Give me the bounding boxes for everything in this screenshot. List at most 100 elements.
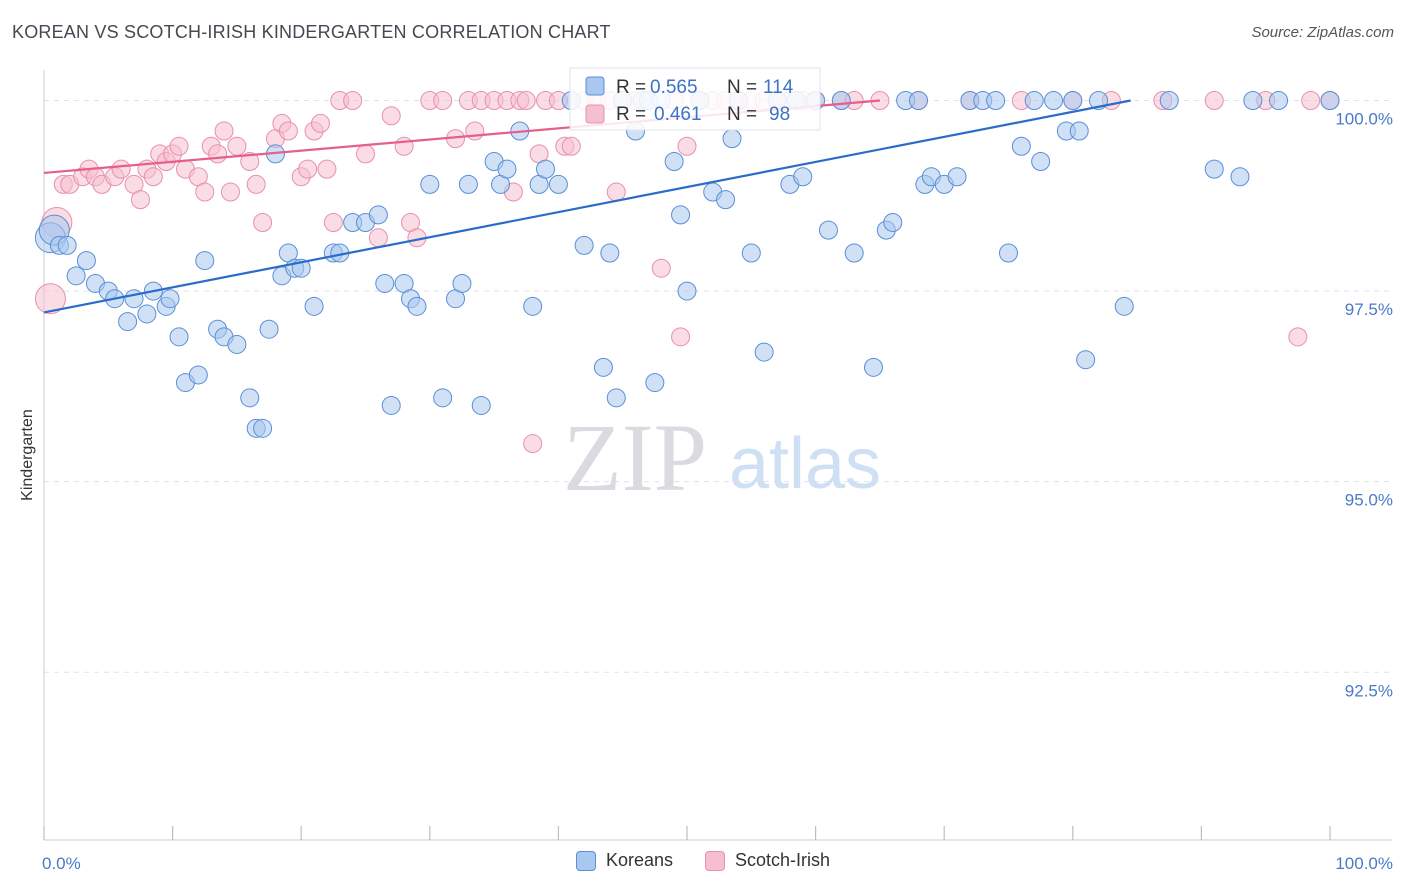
scotch-n-label: N = xyxy=(727,104,757,125)
scotch-irish-points xyxy=(34,90,1340,454)
scotch-irish-point xyxy=(317,159,337,179)
korean-point xyxy=(57,235,77,255)
koreans-r-value: 0.565 xyxy=(650,77,698,98)
korean-point xyxy=(754,342,774,362)
scotch-irish-point xyxy=(465,121,485,141)
koreans-stat-swatch xyxy=(585,76,605,96)
scotch-irish-point xyxy=(298,159,318,179)
korean-point xyxy=(1044,90,1064,110)
korean-point xyxy=(471,395,491,415)
korean-point xyxy=(574,235,594,255)
legend-item-koreans[interactable]: Koreans xyxy=(575,850,673,871)
x-tick-label-max: 100.0% xyxy=(1335,854,1393,873)
korean-point xyxy=(722,129,742,149)
scotch-irish-point xyxy=(1204,90,1224,110)
legend-swatch-koreans xyxy=(575,850,596,871)
scotch-irish-point xyxy=(310,113,330,133)
korean-point xyxy=(1024,90,1044,110)
korean-point xyxy=(1269,90,1289,110)
korean-point xyxy=(188,365,208,385)
korean-point xyxy=(523,296,543,316)
legend-swatch-scotch-irish xyxy=(705,850,725,871)
legend-label-scotch-irish: Scotch-Irish xyxy=(735,850,831,870)
scotch-irish-point xyxy=(433,90,453,110)
korean-point xyxy=(831,90,851,110)
scotch-irish-point xyxy=(368,228,388,248)
scotch-r-label: R = xyxy=(616,104,646,125)
koreans-r-label: R = xyxy=(616,77,646,98)
korean-point xyxy=(1230,167,1250,187)
scotch-irish-point xyxy=(195,182,215,202)
scotch-r-value: 0.461 xyxy=(654,104,702,125)
korean-point xyxy=(908,90,928,110)
source-credit: Source: ZipAtlas.com xyxy=(1251,24,1394,41)
korean-point xyxy=(76,251,96,271)
korean-point xyxy=(818,220,838,240)
korean-point xyxy=(606,388,626,408)
scotch-irish-point xyxy=(214,121,234,141)
korean-point xyxy=(433,388,453,408)
korean-point xyxy=(66,266,86,286)
scotch-irish-point xyxy=(561,136,581,156)
scotch-irish-point xyxy=(343,90,363,110)
scotch-irish-point xyxy=(111,159,131,179)
koreans-n-value: 114 xyxy=(763,77,794,98)
korean-point xyxy=(118,312,138,332)
scotch-irish-point xyxy=(381,106,401,126)
korean-point xyxy=(1031,151,1051,171)
scotch-irish-point xyxy=(1288,327,1308,347)
korean-point xyxy=(1159,90,1179,110)
stats-box: R = 0.565 N = 114 R = 0.461 N = 98 xyxy=(569,67,821,131)
scotch-irish-point xyxy=(34,283,66,315)
korean-point xyxy=(883,212,903,232)
scotch-stat-swatch xyxy=(585,104,605,124)
korean-point xyxy=(844,243,864,263)
scotch-irish-point xyxy=(523,434,543,454)
scotch-irish-point xyxy=(246,174,266,194)
scotch-irish-point xyxy=(253,212,273,232)
y-tick-label: 92.5% xyxy=(1345,681,1393,700)
scotch-irish-point xyxy=(240,151,260,171)
korean-point xyxy=(1069,121,1089,141)
chart-title: KOREAN VS SCOTCH-IRISH KINDERGARTEN CORR… xyxy=(12,22,611,42)
scotch-irish-point xyxy=(323,212,343,232)
korean-point xyxy=(368,205,388,225)
axes xyxy=(43,70,1392,841)
korean-point xyxy=(375,273,395,293)
korean-point xyxy=(999,243,1018,263)
korean-point xyxy=(645,373,665,393)
korean-point xyxy=(407,296,427,316)
korean-point xyxy=(863,357,883,377)
scotch-irish-point xyxy=(677,136,697,156)
korean-point xyxy=(304,296,324,316)
y-tick-label: 97.5% xyxy=(1345,300,1393,319)
scotch-irish-point xyxy=(130,190,150,210)
korean-point xyxy=(452,273,472,293)
korean-point xyxy=(240,388,260,408)
korean-point xyxy=(671,205,691,225)
korean-point xyxy=(1243,90,1263,110)
korean-point xyxy=(420,174,440,194)
korean-point xyxy=(259,319,279,339)
legend-item-scotch-irish[interactable]: Scotch-Irish xyxy=(705,850,830,871)
korean-point xyxy=(1076,350,1096,370)
korean-point xyxy=(793,167,813,187)
korean-point xyxy=(1320,90,1340,110)
y-tick-label: 95.0% xyxy=(1345,491,1393,510)
korean-point xyxy=(677,281,697,301)
korean-point xyxy=(1063,90,1083,110)
korean-point xyxy=(548,174,568,194)
scotch-irish-point xyxy=(143,167,163,187)
korean-point xyxy=(947,167,967,187)
scotch-irish-point xyxy=(394,136,414,156)
scotch-n-value: 98 xyxy=(769,104,790,125)
korean-point xyxy=(160,289,180,309)
grid-lines xyxy=(44,99,1392,673)
watermark-atlas: atlas xyxy=(729,424,881,504)
korean-point xyxy=(1114,296,1134,316)
scotch-irish-point xyxy=(651,258,671,278)
koreans-n-label: N = xyxy=(727,77,757,98)
korean-point xyxy=(593,357,613,377)
scotch-irish-point xyxy=(278,121,298,141)
korean-point xyxy=(1011,136,1031,156)
